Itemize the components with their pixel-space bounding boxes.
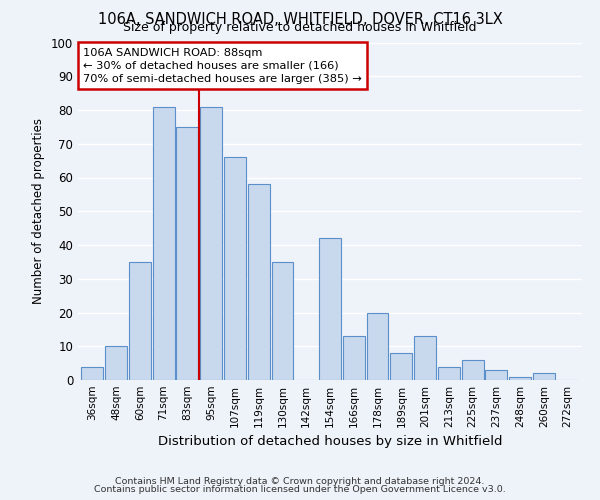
Bar — [176, 127, 198, 380]
Bar — [319, 238, 341, 380]
Bar — [485, 370, 508, 380]
Bar — [509, 376, 531, 380]
Bar — [391, 353, 412, 380]
Bar — [200, 106, 222, 380]
Text: Contains HM Land Registry data © Crown copyright and database right 2024.: Contains HM Land Registry data © Crown c… — [115, 477, 485, 486]
Text: Contains public sector information licensed under the Open Government Licence v3: Contains public sector information licen… — [94, 485, 506, 494]
Bar — [82, 366, 103, 380]
Text: 106A, SANDWICH ROAD, WHITFIELD, DOVER, CT16 3LX: 106A, SANDWICH ROAD, WHITFIELD, DOVER, C… — [98, 12, 502, 26]
Y-axis label: Number of detached properties: Number of detached properties — [32, 118, 46, 304]
Text: Size of property relative to detached houses in Whitfield: Size of property relative to detached ho… — [123, 21, 477, 34]
Bar — [343, 336, 365, 380]
Bar — [272, 262, 293, 380]
Bar — [414, 336, 436, 380]
Bar — [224, 157, 246, 380]
Bar — [367, 312, 388, 380]
Bar — [105, 346, 127, 380]
Bar — [462, 360, 484, 380]
Bar — [152, 106, 175, 380]
Bar — [438, 366, 460, 380]
Bar — [533, 373, 555, 380]
X-axis label: Distribution of detached houses by size in Whitfield: Distribution of detached houses by size … — [158, 436, 502, 448]
Bar — [248, 184, 269, 380]
Bar — [129, 262, 151, 380]
Text: 106A SANDWICH ROAD: 88sqm
← 30% of detached houses are smaller (166)
70% of semi: 106A SANDWICH ROAD: 88sqm ← 30% of detac… — [83, 48, 362, 84]
